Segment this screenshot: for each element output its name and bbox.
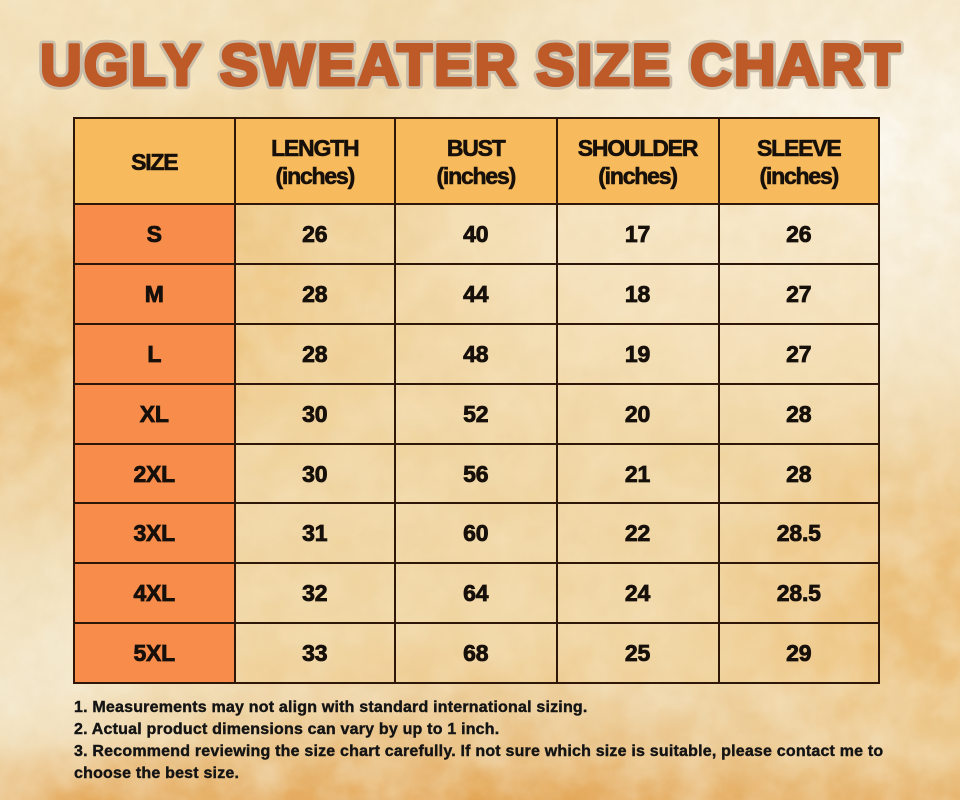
svg-text:UGLY SWEATER SIZE CHART: UGLY SWEATER SIZE CHART — [40, 33, 902, 98]
svg-text:UGLY SWEATER SIZE CHART: UGLY SWEATER SIZE CHART — [40, 33, 902, 98]
